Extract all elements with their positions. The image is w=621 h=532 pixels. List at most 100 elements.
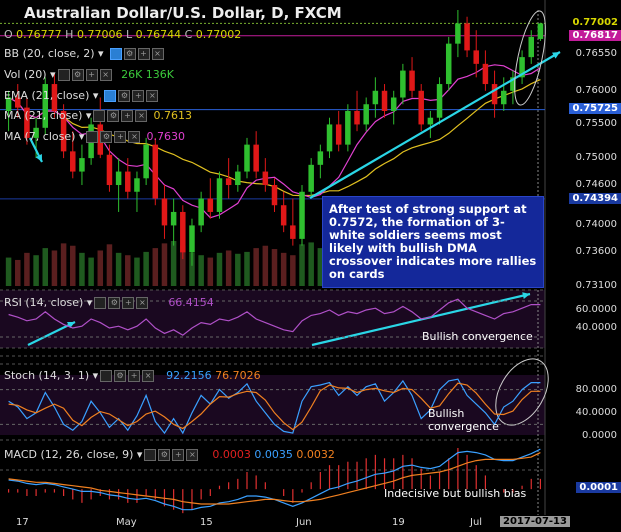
candle-body	[170, 211, 177, 226]
legend-macd[interactable]: MACD (12, 26, close, 9) ▾ ⚙ + × 0.0003 0.003…	[4, 448, 335, 461]
stoch-tick-label: 40.0000	[575, 406, 617, 418]
candle-body	[354, 110, 360, 125]
volume-bar	[198, 255, 204, 286]
price-tick-label: 0.75000	[575, 152, 617, 164]
candle-body	[299, 191, 305, 239]
rsi-trend-arrow-left-head	[67, 322, 75, 329]
volume-bar	[189, 252, 195, 286]
candle-body	[262, 171, 269, 186]
x-label-jul: Jul	[470, 517, 483, 528]
volume-bar	[70, 245, 76, 286]
rsi-note: Bullish convergence	[422, 330, 533, 343]
volume-bar	[88, 257, 94, 286]
candle-body	[198, 198, 204, 226]
volume-bar	[33, 255, 39, 286]
candle-body	[42, 84, 49, 128]
legend-ma7[interactable]: MA (7, close) ▾ ⚙ + × 0.7630	[4, 130, 185, 143]
volume-bar	[5, 257, 12, 286]
volume-bar	[42, 248, 49, 286]
candle-body	[455, 23, 461, 44]
candle-body	[79, 158, 85, 172]
price-tick-label: 0.74000	[575, 219, 617, 231]
volume-bar	[244, 251, 250, 286]
candle-body	[161, 198, 168, 226]
volume-bar	[125, 255, 131, 286]
volume-bar	[299, 244, 305, 286]
macd-note: Indecisive but bullish bias	[384, 487, 527, 500]
candle-body	[445, 43, 452, 85]
volume-bar	[152, 248, 159, 286]
candle-body	[381, 90, 388, 111]
volume-bar	[134, 257, 140, 286]
candle-body	[537, 23, 544, 39]
legend-ema[interactable]: EMA (21, close) ▾ ⚙ + ×	[4, 89, 159, 102]
ohlc-readout: O 0.76777 H 0.77006 L 0.76744 C 0.77002	[4, 28, 242, 41]
candle-body	[427, 117, 434, 125]
candle-body	[400, 70, 406, 98]
candle-body	[473, 50, 479, 64]
stoch-k-line	[8, 378, 541, 435]
rsi-trend-arrow-head	[522, 292, 530, 300]
chart-title: Australian Dollar/U.S. Dollar, D, FXCM	[24, 4, 342, 22]
volume-bar	[207, 257, 214, 286]
legend-rsi[interactable]: RSI (14, close) ▾ ⚙ + × 66.4154	[4, 296, 214, 309]
price-tag: 0.75725	[569, 103, 621, 115]
volume-bar	[180, 245, 186, 286]
candle-body	[390, 97, 397, 111]
price-tag: 0.77002	[569, 17, 621, 29]
volume-bar	[51, 250, 58, 286]
candle-body	[500, 90, 507, 105]
macd-signal-line	[8, 452, 541, 505]
volume-bar	[15, 259, 21, 286]
x-label-may: May	[116, 517, 137, 528]
candle-body	[15, 97, 21, 108]
volume-bar	[235, 253, 241, 286]
rsi-tick-label: 60.0000	[575, 304, 617, 315]
candle-body	[528, 36, 534, 58]
candle-body	[5, 97, 12, 111]
candle-body	[510, 77, 516, 91]
candle-body	[125, 171, 131, 192]
highlight-ellipse	[514, 10, 546, 106]
candle-body	[97, 124, 104, 155]
x-label-17: 17	[16, 517, 29, 528]
support-trend-arrow	[309, 51, 561, 199]
price-tick-label: 0.75500	[575, 118, 617, 130]
volume-bar	[253, 248, 259, 286]
candle-body	[290, 225, 296, 239]
stoch-tick-label: 0.0000	[582, 430, 617, 441]
candle-body	[60, 110, 67, 152]
candle-body	[106, 154, 113, 186]
support-trend-arrow-head	[552, 52, 560, 59]
candle-body	[51, 84, 58, 111]
early-arrow-head	[35, 154, 42, 162]
legend-vol[interactable]: Vol (20) ▾ ⚙ + × 26K 136K	[4, 68, 175, 81]
volume-bar	[216, 252, 223, 286]
candle-body	[189, 225, 195, 253]
stoch-tick-label: 80.0000	[575, 383, 617, 395]
candle-body	[33, 127, 39, 138]
open-value: 0.76777	[16, 28, 62, 41]
cursor-date: 2017-07-13	[500, 516, 570, 527]
macd-tick-label: 0.0001	[576, 482, 621, 493]
candle-body	[464, 23, 470, 51]
candle-body	[372, 90, 379, 105]
candle-body	[418, 90, 424, 125]
high-value: 0.77006	[76, 28, 123, 41]
legend-bb[interactable]: BB (20, close, 2) ▾ ⚙ + ×	[4, 47, 164, 60]
candle-body	[335, 124, 342, 145]
legend-ma21[interactable]: MA (21, close) ▾ ⚙ + × 0.7613	[4, 109, 192, 122]
candle-body	[143, 144, 149, 179]
candle-body	[225, 178, 232, 186]
candle-body	[317, 151, 324, 165]
rsi-tick-label: 40.0000	[575, 322, 617, 333]
volume-bar	[143, 251, 149, 286]
candle-body	[280, 205, 287, 226]
x-label-19: 19	[392, 517, 405, 528]
candle-body	[491, 84, 498, 105]
volume-bar	[115, 252, 122, 286]
legend-stoch[interactable]: Stoch (14, 3, 1) ▾ ⚙ + × 92.2156 76.7026	[4, 369, 261, 382]
volume-bar	[308, 242, 314, 286]
